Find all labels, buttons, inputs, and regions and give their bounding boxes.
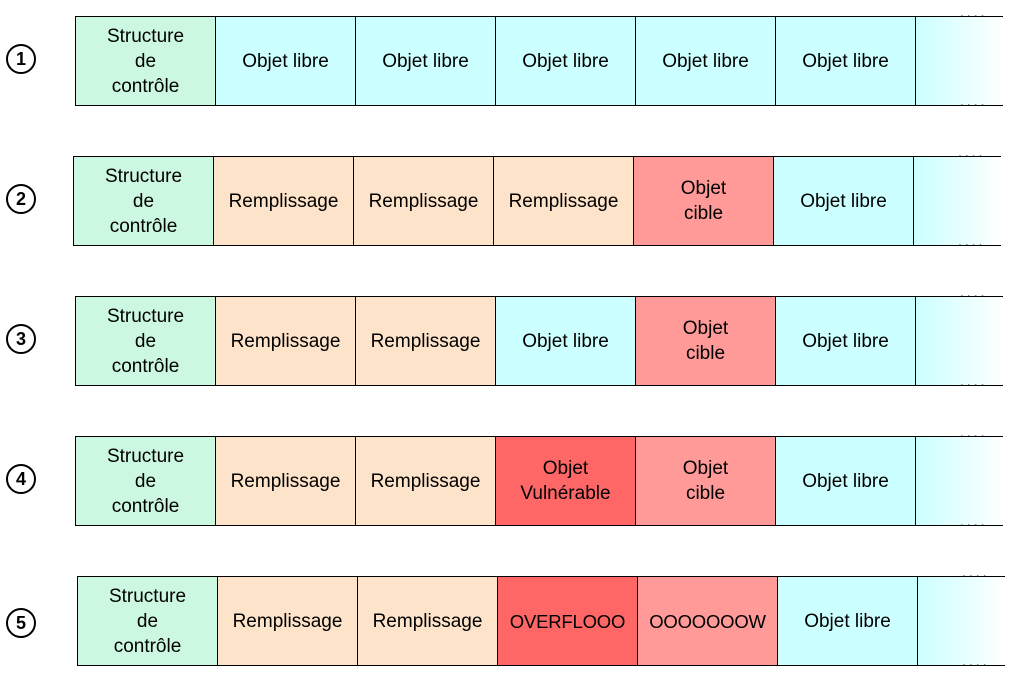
continuation-dots-top: .... — [960, 284, 988, 300]
continuation-dots-bottom: .... — [962, 653, 990, 669]
control-structure-block: Structure de contrôle — [73, 157, 213, 245]
free-object-block: Objet libre — [773, 157, 913, 245]
control-structure-block: Structure de contrôle — [75, 17, 215, 105]
continuation-dots-bottom: .... — [958, 233, 986, 249]
heap-row-2: 2 Structure de contrôle Remplissage Remp… — [0, 145, 1021, 249]
heap-row-5: 5 Structure de contrôle Remplissage Remp… — [0, 565, 1021, 669]
heap-row-4: 4 Structure de contrôle Remplissage Remp… — [0, 425, 1021, 529]
padding-block: Remplissage — [355, 437, 495, 525]
control-structure-block: Structure de contrôle — [75, 437, 215, 525]
free-object-block: Objet libre — [635, 17, 775, 105]
step-number-badge: 1 — [6, 44, 36, 74]
heap-strip: Structure de contrôle Remplissage Rempli… — [73, 156, 1001, 246]
padding-block: Remplissage — [353, 157, 493, 245]
free-object-block: Objet libre — [775, 17, 915, 105]
step-number-badge: 5 — [6, 608, 36, 638]
continuation-dots-top: .... — [960, 424, 988, 440]
heap-strip: Structure de contrôle Remplissage Rempli… — [75, 296, 1003, 386]
free-object-block: Objet libre — [775, 437, 915, 525]
padding-block: Remplissage — [355, 297, 495, 385]
continuation-fade — [917, 577, 1005, 665]
padding-block: Remplissage — [215, 297, 355, 385]
step-number-badge: 2 — [6, 184, 36, 214]
vulnerable-object-block: Objet Vulnérable — [495, 437, 635, 525]
padding-block: Remplissage — [217, 577, 357, 665]
continuation-dots-top: .... — [958, 144, 986, 160]
overflow-end-block: OOOOOOOW — [637, 577, 777, 665]
continuation-dots-bottom: .... — [960, 93, 988, 109]
continuation-fade — [915, 437, 1003, 525]
heap-row-3: 3 Structure de contrôle Remplissage Remp… — [0, 285, 1021, 389]
overflow-start-block: OVERFLOOO — [497, 577, 637, 665]
padding-block: Remplissage — [213, 157, 353, 245]
free-object-block: Objet libre — [775, 297, 915, 385]
continuation-dots-top: .... — [960, 4, 988, 20]
free-object-block: Objet libre — [355, 17, 495, 105]
heap-strip: Structure de contrôle Remplissage Rempli… — [75, 436, 1003, 526]
padding-block: Remplissage — [215, 437, 355, 525]
continuation-dots-top: .... — [962, 564, 990, 580]
control-structure-block: Structure de contrôle — [77, 577, 217, 665]
control-structure-block: Structure de contrôle — [75, 297, 215, 385]
continuation-fade — [915, 17, 1003, 105]
free-object-block: Objet libre — [495, 17, 635, 105]
heap-strip: Structure de contrôle Objet libre Objet … — [75, 16, 1003, 106]
continuation-fade — [915, 297, 1003, 385]
free-object-block: Objet libre — [777, 577, 917, 665]
continuation-fade — [913, 157, 1001, 245]
free-object-block: Objet libre — [495, 297, 635, 385]
padding-block: Remplissage — [357, 577, 497, 665]
target-object-block: Objet cible — [635, 437, 775, 525]
continuation-dots-bottom: .... — [960, 513, 988, 529]
step-number-badge: 4 — [6, 464, 36, 494]
target-object-block: Objet cible — [633, 157, 773, 245]
step-number-badge: 3 — [6, 324, 36, 354]
padding-block: Remplissage — [493, 157, 633, 245]
target-object-block: Objet cible — [635, 297, 775, 385]
continuation-dots-bottom: .... — [960, 373, 988, 389]
heap-strip: Structure de contrôle Remplissage Rempli… — [77, 576, 1005, 666]
free-object-block: Objet libre — [215, 17, 355, 105]
heap-row-1: 1 Structure de contrôle Objet libre Obje… — [0, 5, 1021, 109]
